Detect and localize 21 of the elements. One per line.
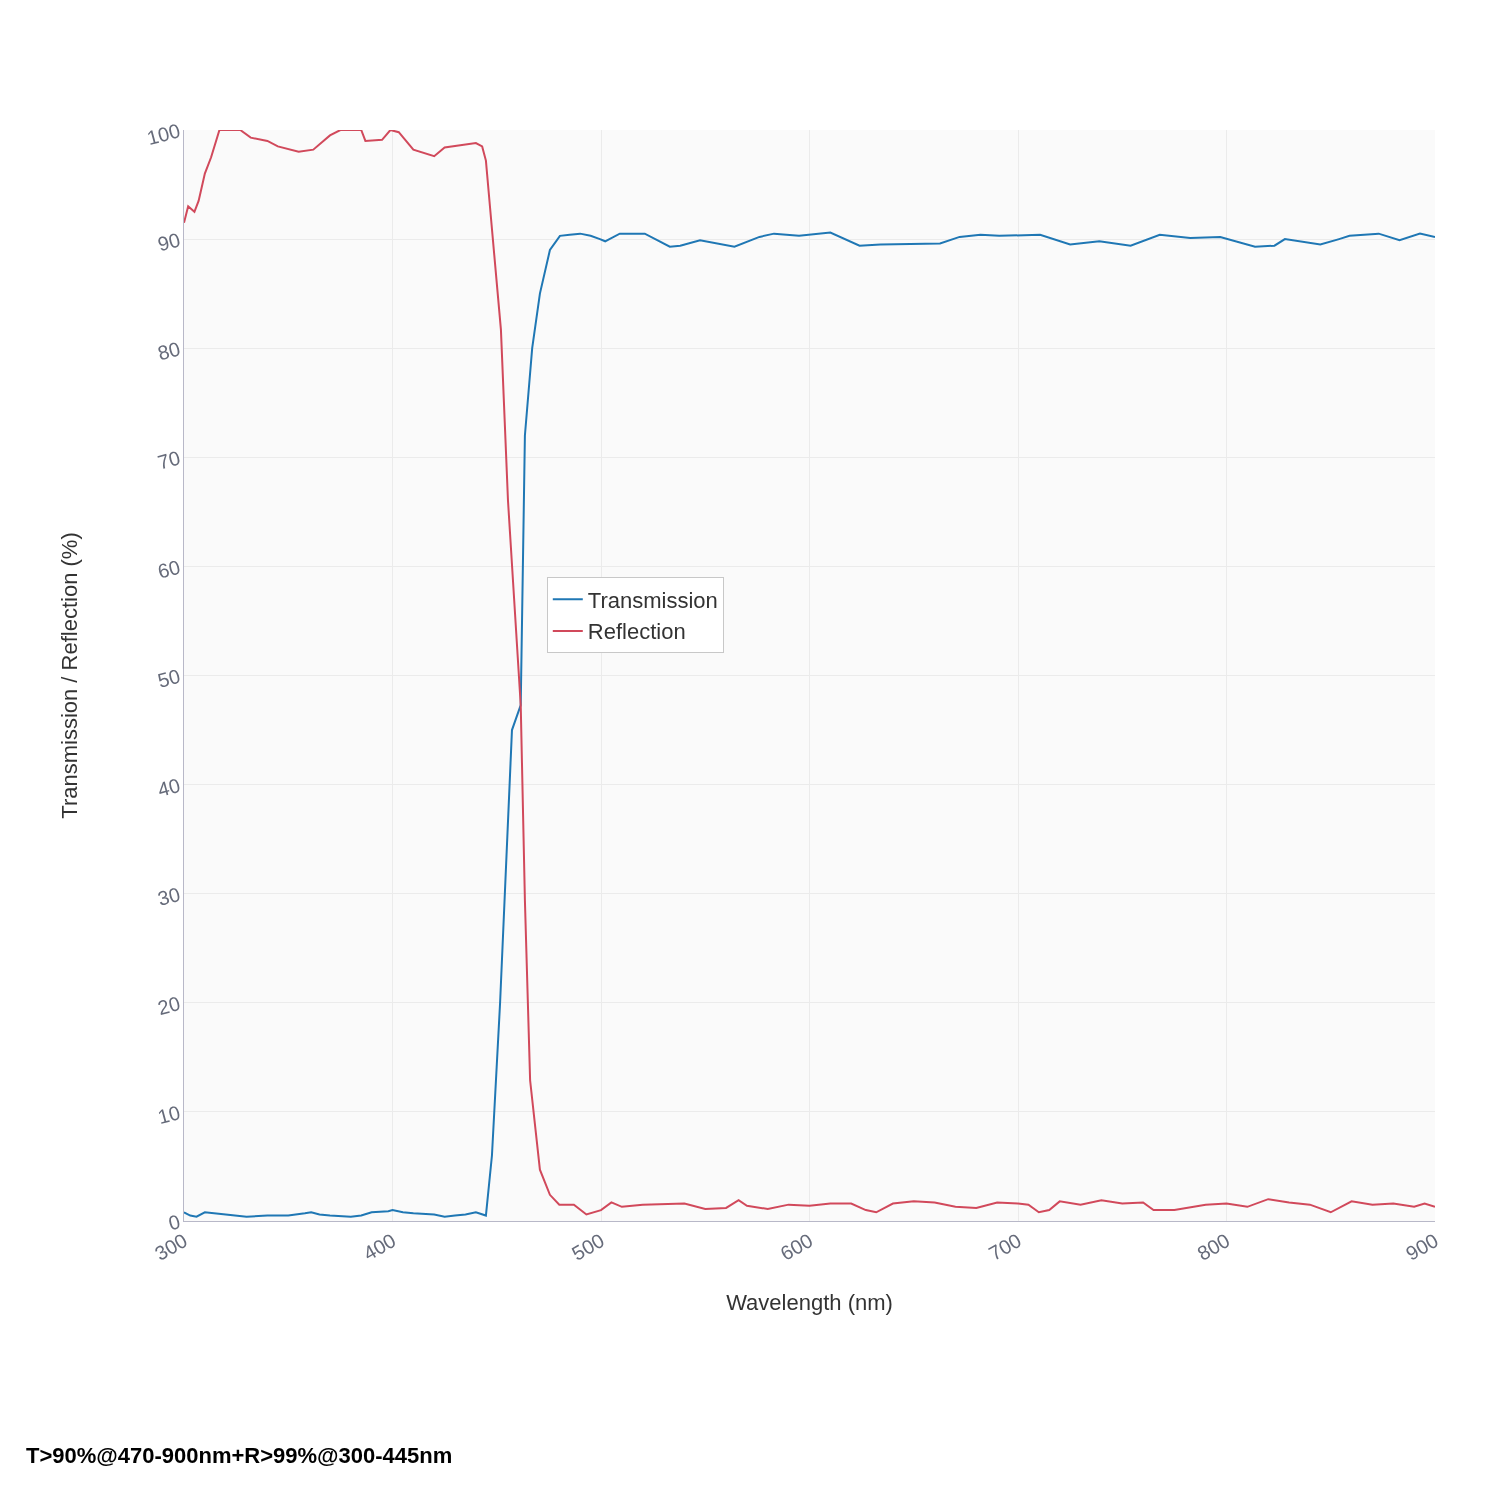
y-tick-label: 20 — [155, 992, 183, 1020]
y-axis-title: Transmission / Reflection (%) — [57, 532, 83, 819]
x-tick-label: 500 — [568, 1229, 608, 1265]
x-tick-label: 800 — [1193, 1229, 1234, 1265]
y-tick-label: 50 — [155, 664, 183, 692]
x-tick-label: 700 — [985, 1229, 1025, 1265]
x-axis-title: Wavelength (nm) — [726, 1289, 893, 1315]
y-tick-label: 30 — [155, 882, 183, 910]
y-tick-label: 80 — [155, 337, 183, 365]
text: T>90%@470-900nm+R>99%@300-445nm — [26, 1443, 453, 1468]
y-tick-label: 10 — [155, 1101, 183, 1129]
y-tick-label: 100 — [144, 119, 183, 150]
y-tick-label: 90 — [155, 228, 183, 256]
x-tick-label: 400 — [359, 1229, 400, 1265]
legend-label: Reflection — [587, 619, 686, 645]
y-tick-label: 60 — [155, 555, 183, 583]
y-tick-label: 40 — [155, 773, 183, 801]
x-tick-label: 900 — [1402, 1229, 1442, 1265]
legend-label: Transmission — [587, 587, 718, 613]
x-tick-label: 600 — [776, 1229, 817, 1265]
y-tick-label: 70 — [155, 446, 183, 474]
